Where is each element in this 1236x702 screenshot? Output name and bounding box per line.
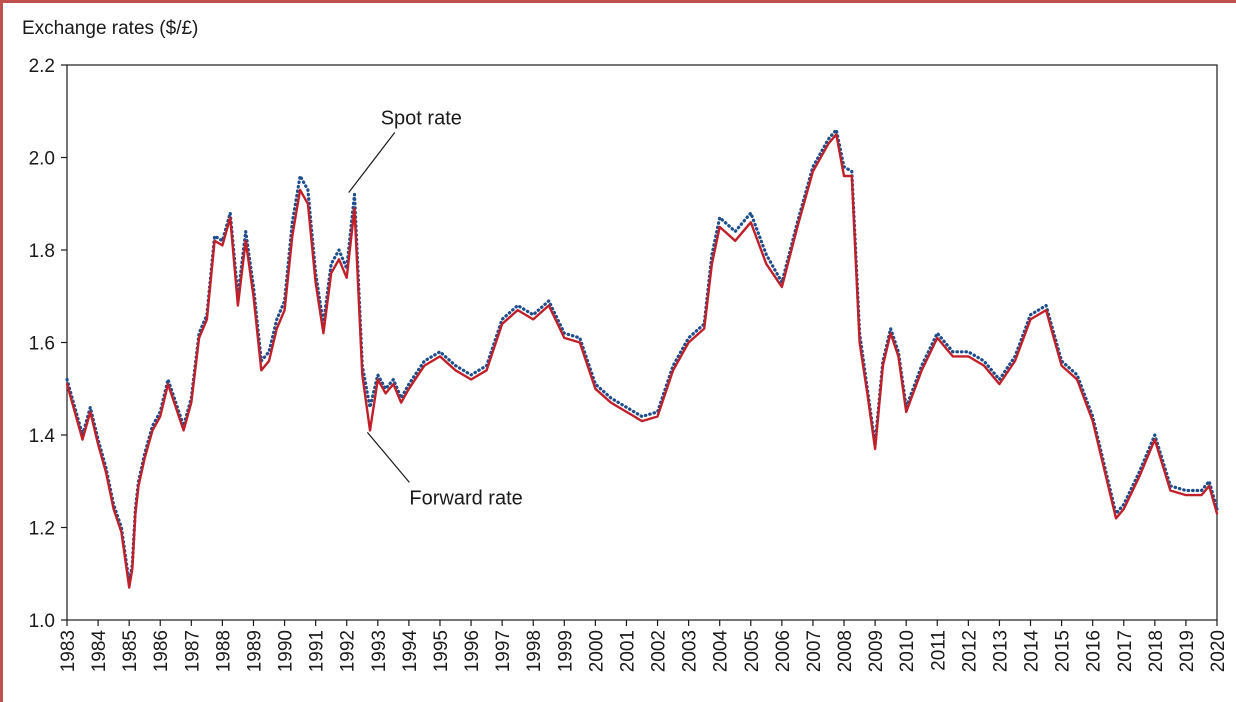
x-tick-label: 2005: [742, 630, 763, 672]
y-tick-label: 2.2: [29, 56, 55, 77]
forward-rate-annotation: Forward rate: [409, 487, 522, 509]
x-tick-label: 1998: [524, 630, 545, 672]
y-tick-label: 1.2: [29, 519, 55, 540]
x-tick-label: 1988: [213, 630, 234, 672]
x-tick-label: 1994: [400, 630, 421, 673]
x-tick-label: 2015: [1053, 630, 1074, 672]
y-axis: 1.0 1.2 1.4 1.6 1.8 2.0 2.2: [29, 56, 67, 632]
x-tick-label: 2002: [649, 630, 670, 672]
plot-area: [66, 64, 1218, 621]
x-tick-label: 1993: [369, 630, 390, 672]
x-tick-label: 1992: [338, 630, 359, 672]
x-tick-label: 1983: [58, 630, 79, 672]
y-tick-label: 1.4: [29, 426, 56, 447]
x-tick-label: 2003: [680, 630, 701, 672]
annotation-leader-line: [348, 132, 396, 193]
y-tick-label: 1.8: [29, 241, 55, 262]
y-tick-label: 2.0: [29, 149, 55, 170]
spot-rate-line: [65, 128, 1219, 585]
x-tick-label: 1991: [307, 630, 328, 672]
x-axis: 1983 1984 1985 1986 1987 1988 1989 1990 1991 1992…: [58, 620, 1229, 672]
annotation-leader-line: [366, 431, 410, 483]
x-tick-label: 1986: [151, 630, 172, 672]
x-tick-label: 1997: [493, 630, 514, 672]
x-tick-label: 1996: [462, 630, 483, 672]
spot-rate-annotation: Spot rate: [381, 108, 462, 130]
x-tick-label: 2011: [928, 630, 949, 671]
x-tick-label: 2007: [804, 630, 825, 672]
x-tick-label: 1984: [89, 630, 110, 673]
x-tick-label: 2006: [773, 630, 794, 672]
x-tick-label: 2008: [835, 630, 856, 672]
x-tick-label: 2017: [1115, 630, 1136, 672]
x-tick-label: 2014: [1022, 630, 1043, 673]
x-tick-label: 1985: [120, 630, 141, 672]
x-tick-label: 1990: [276, 630, 297, 672]
x-tick-label: 2004: [711, 630, 732, 673]
series-layer: [65, 128, 1219, 589]
x-tick-label: 2016: [1084, 630, 1105, 672]
x-tick-label: 1987: [182, 630, 203, 672]
annotation-layer: Spot rate Forward rate: [348, 108, 523, 509]
x-tick-label: 2019: [1177, 630, 1198, 672]
x-tick-label: 2020: [1208, 630, 1229, 672]
x-tick-label: 1989: [244, 630, 265, 672]
x-tick-label: 2012: [959, 630, 980, 672]
x-tick-label: 2013: [990, 630, 1011, 672]
x-tick-label: 1999: [555, 630, 576, 672]
y-axis-label: Exchange rates ($/£): [22, 18, 199, 39]
x-tick-label: 2001: [617, 630, 638, 672]
x-tick-label: 2018: [1146, 630, 1167, 672]
x-tick-label: 1995: [431, 630, 452, 672]
y-tick-label: 1.0: [29, 611, 55, 632]
forward-rate-line: [65, 133, 1219, 589]
x-tick-label: 2009: [866, 630, 887, 672]
y-tick-label: 1.6: [29, 334, 55, 355]
x-tick-label: 2000: [586, 630, 607, 672]
x-tick-label: 2010: [897, 630, 918, 672]
